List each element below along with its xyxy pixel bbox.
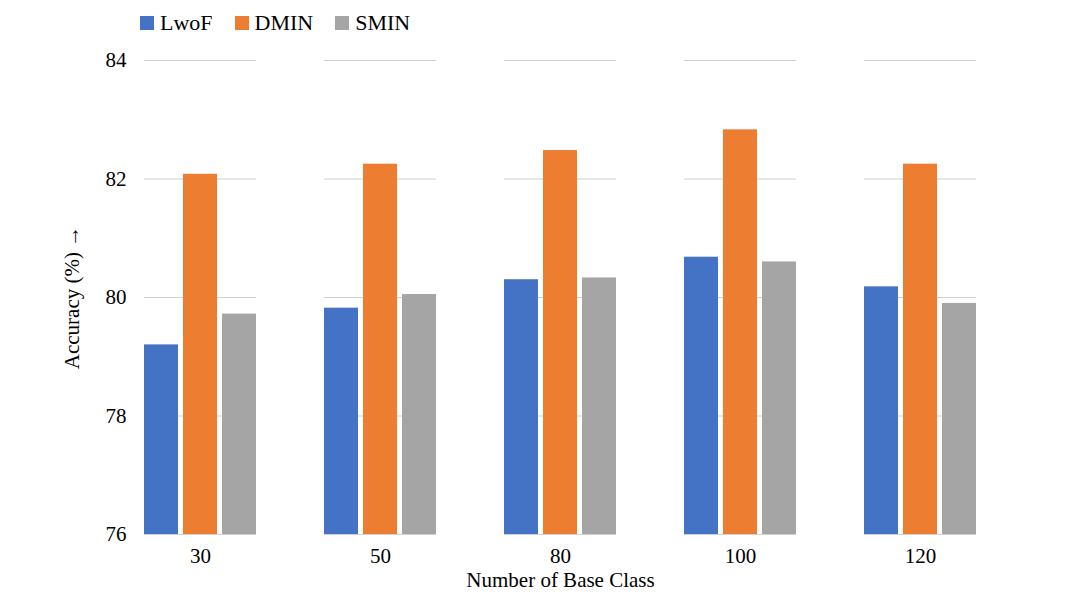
svg-text:120: 120: [905, 544, 937, 568]
svg-text:80: 80: [106, 285, 127, 309]
svg-text:84: 84: [106, 48, 128, 72]
html-text:LwoF: LwoF: [160, 10, 213, 35]
svg-text:30: 30: [190, 544, 211, 568]
svg-text:76: 76: [106, 522, 127, 546]
html-text:SMIN: SMIN: [355, 10, 411, 35]
svg-text:Accuracy (%) →: Accuracy (%) →: [60, 226, 84, 369]
svg-text:Number of Base Class: Number of Base Class: [466, 568, 654, 592]
svg-text:78: 78: [106, 404, 127, 428]
html-text:DMIN: DMIN: [254, 10, 314, 35]
svg-text:50: 50: [370, 544, 391, 568]
svg-text:100: 100: [725, 544, 757, 568]
svg-text:82: 82: [106, 167, 127, 191]
svg-text:80: 80: [550, 544, 571, 568]
